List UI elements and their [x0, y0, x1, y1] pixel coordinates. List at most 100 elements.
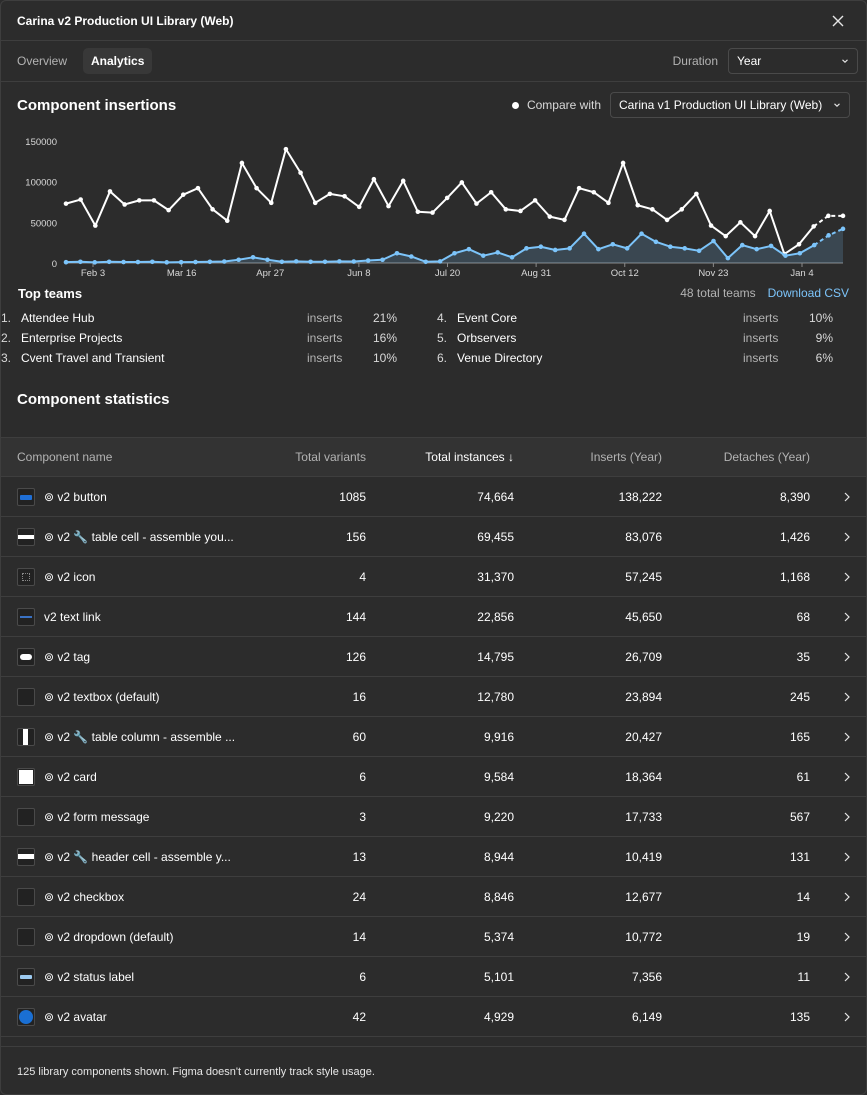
team-row: 6. Venue Directory inserts 6% — [437, 348, 833, 368]
table-row[interactable]: ⊚ v2 icon 4 31,370 57,245 1,168 — [1, 557, 866, 597]
team-name: Venue Directory — [457, 351, 543, 365]
total-variants-value: 1085 — [339, 489, 366, 504]
close-button[interactable] — [826, 9, 850, 33]
data-point — [394, 250, 400, 256]
compare-library-select[interactable]: Carina v1 Production UI Library (Web) — [610, 92, 850, 118]
table-row[interactable]: ⊚ v2 checkbox 24 8,846 12,677 14 — [1, 877, 866, 917]
component-name: ⊚ v2 status label — [44, 969, 135, 984]
data-point — [547, 214, 553, 219]
data-point — [696, 248, 702, 254]
x-tick-label: Jul 20 — [435, 268, 460, 278]
table-row[interactable]: ⊚ v2 avatar 42 4,929 6,149 135 — [1, 997, 866, 1037]
table-row[interactable]: ⊚ v2 card 6 9,584 18,364 61 — [1, 757, 866, 797]
data-point — [308, 259, 313, 265]
detaches-value: 19 — [796, 929, 810, 944]
tab-bar: Overview Analytics Duration Year — [1, 41, 866, 82]
team-name: Enterprise Projects — [21, 331, 123, 345]
column-header-inserts[interactable]: Inserts (Year) — [590, 450, 662, 464]
inserts-value: 138,222 — [618, 489, 662, 504]
component-thumbnail — [17, 767, 35, 786]
data-point — [351, 259, 357, 264]
data-point — [754, 246, 759, 252]
team-percent: 21% — [372, 311, 397, 325]
table-row[interactable]: ⊚ v2 status label 6 5,101 7,356 11 — [1, 957, 866, 997]
component-thumbnail — [17, 487, 35, 506]
y-tick-label: 100000 — [25, 178, 57, 189]
data-point — [444, 195, 450, 201]
table-row[interactable]: ⊚ v2 tag 126 14,795 26,709 35 — [1, 637, 866, 677]
table-row[interactable]: ⊚ v2 textbox (default) 16 12,780 23,894 245 — [1, 677, 866, 717]
duration-select[interactable]: Year — [728, 48, 858, 74]
data-point — [797, 250, 803, 256]
data-point — [107, 189, 113, 194]
chevron-right-icon — [844, 1012, 850, 1021]
component-thumbnail — [17, 647, 35, 666]
data-point — [293, 259, 299, 264]
data-point — [224, 218, 230, 224]
component-statistics-title: Component statistics — [17, 390, 170, 408]
data-point — [279, 259, 285, 265]
team-name: Attendee Hub — [21, 311, 95, 325]
detaches-value: 1,426 — [779, 529, 810, 544]
tab-analytics[interactable]: Analytics — [83, 48, 153, 74]
chevron-right-icon — [844, 932, 850, 941]
detaches-value: 35 — [796, 649, 810, 664]
data-point — [668, 244, 673, 250]
data-point — [488, 189, 494, 195]
data-point — [767, 208, 772, 214]
data-point — [826, 213, 831, 219]
data-point — [365, 258, 371, 263]
download-csv-link[interactable]: Download CSV — [767, 286, 849, 300]
column-header-detaches[interactable]: Detaches (Year) — [723, 450, 810, 464]
data-point — [400, 178, 406, 184]
top-teams-column-right: 4. Event Core inserts 10% 5. Orbservers inser… — [437, 308, 833, 368]
table-row[interactable]: v2 text link 144 22,856 45,650 68 — [1, 597, 866, 637]
component-name-cell: ⊚ v2 🔧 header cell - assemble y... — [17, 847, 231, 866]
data-point — [524, 246, 529, 251]
tab-overview[interactable]: Overview — [17, 54, 68, 68]
component-name: ⊚ v2 card — [44, 769, 97, 784]
data-point — [480, 253, 486, 258]
table-row[interactable]: ⊚ v2 button 1085 74,664 138,222 8,390 — [1, 477, 866, 517]
data-point — [121, 259, 126, 265]
component-name-cell: ⊚ v2 button — [17, 487, 107, 506]
data-point — [509, 255, 515, 260]
data-point — [122, 202, 127, 207]
table-row[interactable]: ⊚ v2 🔧 table column - assemble ... 60 9,91… — [1, 717, 866, 757]
inserts-value: 23,894 — [625, 689, 662, 704]
chevron-right-icon — [844, 852, 850, 861]
data-point — [151, 198, 157, 203]
compare-legend-dot — [511, 101, 519, 109]
y-tick-label: 0 — [52, 259, 57, 270]
chevron-right-icon — [844, 652, 850, 661]
chevron-right-icon — [844, 812, 850, 821]
table-row[interactable]: ⊚ v2 dropdown (default) 14 5,374 10,772 19 — [1, 917, 866, 957]
total-variants-value: 144 — [345, 609, 366, 624]
component-thumbnail — [17, 527, 35, 546]
data-point — [664, 217, 670, 223]
data-point — [495, 250, 500, 255]
total-variants-value: 156 — [345, 529, 366, 544]
insertions-header: Component insertions Compare with Carina… — [1, 82, 866, 128]
column-header-name[interactable]: Component name — [17, 450, 113, 464]
data-point — [624, 246, 630, 251]
data-point — [811, 224, 816, 229]
table-row[interactable]: ⊚ v2 form message 3 9,220 17,733 567 — [1, 797, 866, 837]
compare-label: Compare with — [526, 98, 601, 112]
series-area-fill — [66, 228, 843, 263]
table-row[interactable]: ⊚ v2 🔧 header cell - assemble y... 13 8,94… — [1, 837, 866, 877]
data-point — [562, 217, 567, 223]
data-point — [239, 160, 245, 166]
data-point — [650, 207, 655, 212]
data-point — [596, 246, 601, 252]
x-tick-label: Oct 12 — [611, 268, 639, 278]
data-point — [459, 180, 465, 185]
column-header-instances[interactable]: Total instances ↓ — [425, 450, 514, 464]
x-tick-label: Jan 4 — [790, 268, 813, 278]
component-name-cell: ⊚ v2 textbox (default) — [17, 687, 159, 706]
column-header-variants[interactable]: Total variants — [295, 450, 366, 464]
data-point — [682, 246, 688, 251]
inserts-value: 26,709 — [625, 649, 662, 664]
table-row[interactable]: ⊚ v2 🔧 table cell - assemble you... 156 69… — [1, 517, 866, 557]
